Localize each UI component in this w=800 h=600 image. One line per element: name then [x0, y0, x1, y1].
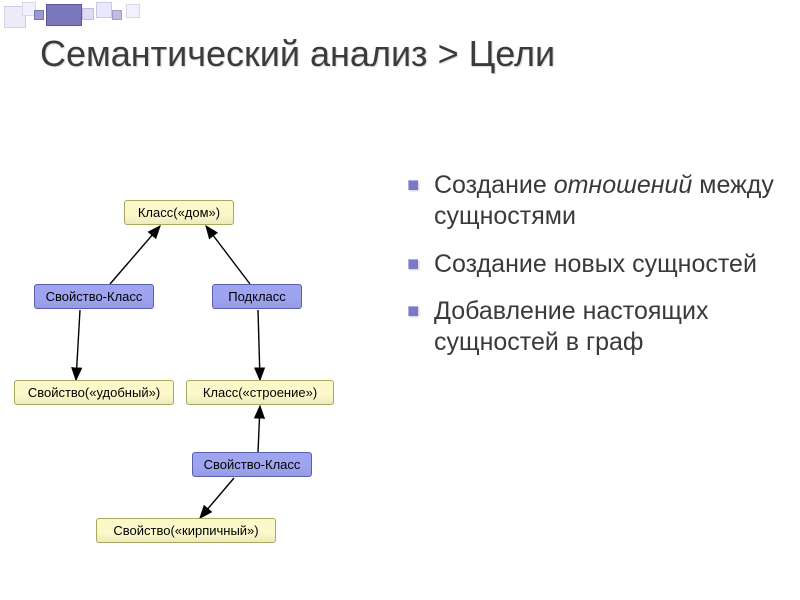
- diagram-node: Свойство(«кирпичный»): [96, 518, 276, 543]
- decor-square: [82, 8, 94, 20]
- diagram-node: Класс(«строение»): [186, 380, 334, 405]
- diagram-node: Свойство-Класс: [34, 284, 154, 309]
- diagram-edge: [200, 478, 234, 518]
- decor-top: [0, 0, 800, 30]
- bullet-list: Создание отношений между сущностями Созда…: [408, 170, 788, 374]
- diagram-node: Свойство-Класс: [192, 452, 312, 477]
- bullet-square-icon: [408, 259, 418, 269]
- bullet-square-icon: [408, 306, 418, 316]
- diagram-node: Класс(«дом»): [124, 200, 234, 225]
- diagram-edge: [110, 226, 160, 284]
- diagram-edge: [258, 310, 260, 380]
- bullet-text: Добавление настоящих сущностей в граф: [434, 297, 708, 356]
- bullet-item: Добавление настоящих сущностей в граф: [408, 296, 788, 359]
- decor-square: [96, 2, 112, 18]
- bullet-item: Создание отношений между сущностями: [408, 170, 788, 233]
- content-area: Класс(«дом») Свойство-Класс Подкласс Свойст…: [0, 150, 800, 590]
- decor-square: [112, 10, 122, 20]
- bullet-square-icon: [408, 180, 418, 190]
- diagram-arrows: [10, 170, 400, 550]
- diagram: Класс(«дом») Свойство-Класс Подкласс Свойст…: [10, 170, 400, 550]
- bullet-text: Создание отношений между сущностями: [434, 171, 774, 230]
- diagram-edge: [206, 226, 250, 284]
- bullet-text: Создание новых сущностей: [434, 250, 757, 278]
- decor-square: [34, 10, 44, 20]
- diagram-edge: [76, 310, 80, 380]
- decor-square: [46, 4, 82, 26]
- diagram-node: Свойство(«удобный»): [14, 380, 174, 405]
- diagram-edge: [258, 406, 260, 452]
- decor-square: [126, 4, 140, 18]
- bullet-item: Создание новых сущностей: [408, 249, 788, 280]
- diagram-node: Подкласс: [212, 284, 302, 309]
